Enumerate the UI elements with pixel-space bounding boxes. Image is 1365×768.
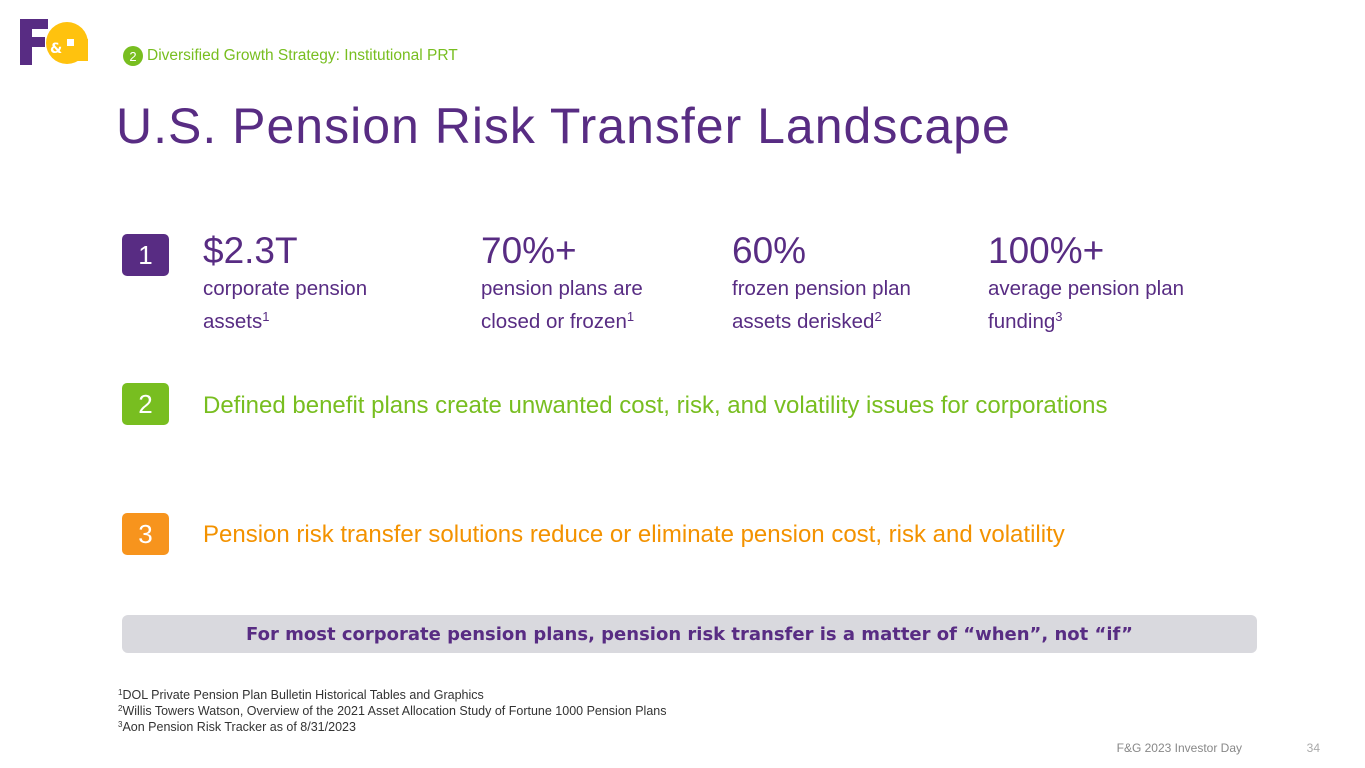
stat-text: assets derisked xyxy=(732,310,875,333)
point-text: Pension risk transfer solutions reduce o… xyxy=(203,521,1065,548)
stat-text: assets xyxy=(203,310,263,333)
footnote-ref: 1 xyxy=(262,309,270,324)
stat-text: funding xyxy=(988,310,1056,333)
stat-line: assets derisked2 xyxy=(732,303,911,336)
footnote-marker: 2 xyxy=(118,704,123,713)
section-title: Diversified Growth Strategy: Institution… xyxy=(147,47,458,64)
stat-line: funding3 xyxy=(988,303,1184,336)
stat-line: frozen pension plan xyxy=(732,275,911,303)
stat-text: closed or frozen xyxy=(481,310,627,333)
point-text: Defined benefit plans create unwanted co… xyxy=(203,392,1108,419)
point-number: 1 xyxy=(122,234,169,276)
stat-label: frozen pension plan assets derisked2 xyxy=(732,275,911,336)
stat-value: 60% xyxy=(732,230,807,271)
footnote-text: DOL Private Pension Plan Bulletin Histor… xyxy=(122,688,484,702)
point-number: 2 xyxy=(122,383,169,425)
footnote-marker: 3 xyxy=(118,720,123,729)
stat-text: corporate pension xyxy=(203,277,368,300)
footnote-ref: 2 xyxy=(874,309,882,324)
footnote-ref: 3 xyxy=(1055,309,1063,324)
stat-value: $2.3T xyxy=(203,230,298,271)
footnote-marker: 1 xyxy=(118,688,123,697)
footnote-text: Willis Towers Watson, Overview of the 20… xyxy=(122,704,667,718)
footnote: 3Aon Pension Risk Tracker as of 8/31/202… xyxy=(118,720,356,734)
title: U.S. Pension Risk Transfer Landscape xyxy=(116,98,1011,154)
svg-text:&: & xyxy=(50,41,62,57)
stat-line: average pension plan xyxy=(988,275,1184,303)
stat-line: corporate pension xyxy=(203,275,367,303)
banner-box: For most corporate pension plans, pensio… xyxy=(122,615,1257,653)
section-number: 2 xyxy=(123,46,143,66)
page-number: 34 xyxy=(1306,741,1320,755)
footnote-ref: 1 xyxy=(626,309,635,324)
stat-label: average pension plan funding3 xyxy=(988,275,1184,336)
stat-value: 70%+ xyxy=(481,230,577,271)
banner: For most corporate pension plans, pensio… xyxy=(246,623,1133,645)
stat-text: pension plans are xyxy=(481,277,643,300)
logo: & xyxy=(20,19,88,65)
footnote: 2Willis Towers Watson, Overview of the 2… xyxy=(118,704,666,718)
stat-line: closed or frozen1 xyxy=(481,303,643,336)
footnote: 1DOL Private Pension Plan Bulletin Histo… xyxy=(118,688,484,702)
footer-event: F&G 2023 Investor Day xyxy=(1116,741,1242,755)
footnote-text: Aon Pension Risk Tracker as of 8/31/2023 xyxy=(122,720,356,734)
stat-line: pension plans are xyxy=(481,275,643,303)
stat-text: frozen pension plan xyxy=(732,277,911,300)
stat-label: pension plans are closed or frozen1 xyxy=(481,275,643,336)
stat-value: 100%+ xyxy=(988,230,1105,271)
stat-text: average pension plan xyxy=(988,277,1185,300)
stat-line: assets1 xyxy=(203,303,367,336)
stat-label: corporate pension assets1 xyxy=(203,275,367,336)
point-number: 3 xyxy=(122,513,169,555)
